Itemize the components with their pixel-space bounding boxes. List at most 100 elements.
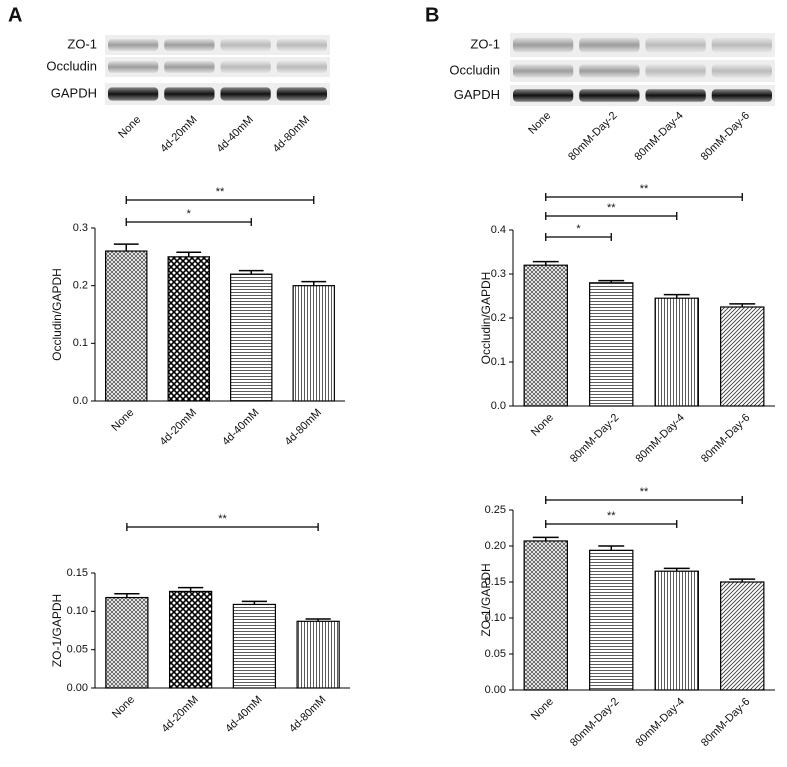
y-tick-label: 0.00 bbox=[67, 682, 88, 694]
error-bar bbox=[598, 545, 625, 551]
bar bbox=[523, 264, 568, 407]
bar bbox=[232, 603, 277, 689]
y-tick-label: 0.00 bbox=[485, 684, 506, 696]
y-tick-label: 0.25 bbox=[485, 504, 506, 516]
error-bar bbox=[114, 592, 140, 598]
x-tick-label: 80mM-Day-4 bbox=[633, 412, 686, 465]
blot-band bbox=[513, 89, 574, 102]
blot-band bbox=[513, 64, 574, 78]
x-tick-label: 4d-40mM bbox=[223, 694, 264, 735]
blot-strip bbox=[510, 85, 775, 106]
x-tick-label: 4d-80mM bbox=[287, 694, 328, 735]
x-tick-label: 80mM-Day-4 bbox=[633, 696, 686, 749]
blot-band bbox=[108, 87, 159, 101]
bar bbox=[523, 540, 568, 691]
error-bar bbox=[663, 293, 690, 299]
blot-band bbox=[108, 61, 159, 73]
y-tick-label: 0.3 bbox=[491, 268, 506, 280]
y-tick-label: 0.2 bbox=[73, 280, 88, 292]
lane-label: 4d-80mM bbox=[271, 114, 312, 155]
bar bbox=[292, 285, 335, 402]
significance-label: ** bbox=[640, 486, 649, 498]
blot-band bbox=[108, 39, 159, 51]
lane-label: 80mM-Day-6 bbox=[699, 110, 752, 163]
blot-row-label: GAPDH bbox=[51, 85, 97, 100]
significance-bracket bbox=[545, 233, 612, 241]
blot-band bbox=[579, 64, 640, 78]
blot-band bbox=[711, 37, 772, 53]
bar bbox=[167, 256, 210, 402]
blot-band bbox=[220, 61, 271, 73]
y-tick-label: 0.10 bbox=[485, 612, 506, 624]
y-tick-label: 0.20 bbox=[485, 540, 506, 552]
blot-strip bbox=[105, 57, 330, 77]
blot-band bbox=[164, 87, 215, 101]
error-bar bbox=[238, 269, 264, 275]
blot-band bbox=[645, 37, 706, 53]
x-tick-label: 4d-80mM bbox=[283, 407, 324, 448]
significance-bracket bbox=[125, 218, 252, 226]
error-bar bbox=[305, 618, 331, 622]
blot-row-label: Occludin bbox=[449, 62, 500, 77]
y-tick-label: 0.0 bbox=[73, 395, 88, 407]
blot-strip bbox=[105, 35, 330, 55]
lane-label: None bbox=[116, 114, 143, 141]
error-bar bbox=[301, 280, 327, 286]
significance-label: * bbox=[187, 208, 192, 220]
x-tick-label: None bbox=[529, 696, 556, 723]
x-tick-label: 80mM-Day-6 bbox=[699, 696, 752, 749]
y-tick-label: 0.10 bbox=[67, 605, 88, 617]
blot-band bbox=[164, 39, 215, 51]
significance-bracket bbox=[545, 193, 743, 201]
error-bar bbox=[532, 536, 559, 541]
y-tick-label: 0.05 bbox=[67, 644, 88, 656]
blot-band bbox=[276, 39, 327, 51]
blot-row-label: Occludin bbox=[46, 58, 97, 73]
significance-label: ** bbox=[640, 183, 649, 195]
blot-row-label: ZO-1 bbox=[470, 36, 500, 51]
y-tick-label: 0.3 bbox=[73, 222, 88, 234]
bar bbox=[720, 581, 765, 691]
significance-bracket bbox=[126, 523, 319, 531]
bar bbox=[230, 273, 273, 402]
blot-band bbox=[645, 89, 706, 102]
significance-label: ** bbox=[607, 510, 616, 522]
lane-label: None bbox=[526, 110, 553, 137]
blot-strip bbox=[105, 83, 330, 105]
y-axis-label: ZO-1/GAPDH bbox=[479, 563, 493, 636]
bar bbox=[105, 250, 148, 402]
x-tick-label: 4d-20mM bbox=[158, 407, 199, 448]
y-tick-label: 0.05 bbox=[485, 648, 506, 660]
x-tick-label: 80mM-Day-2 bbox=[568, 696, 621, 749]
bar bbox=[654, 297, 699, 407]
blot-band bbox=[164, 61, 215, 73]
y-tick-label: 0.2 bbox=[491, 312, 506, 324]
bar bbox=[654, 570, 699, 691]
x-tick-label: 80mM-Day-2 bbox=[568, 412, 621, 465]
panel-label: A bbox=[8, 4, 22, 26]
significance-bracket bbox=[125, 196, 315, 204]
bar bbox=[168, 590, 213, 689]
blot-band bbox=[711, 64, 772, 78]
lane-label: 4d-20mM bbox=[158, 114, 199, 155]
significance-bracket bbox=[545, 212, 678, 220]
significance-bracket bbox=[545, 520, 678, 528]
blot-band bbox=[579, 37, 640, 53]
lane-label: 4d-40mM bbox=[214, 114, 255, 155]
error-bar bbox=[729, 578, 756, 582]
bar bbox=[589, 549, 634, 691]
y-tick-label: 0.15 bbox=[67, 567, 88, 579]
error-bar bbox=[241, 600, 267, 605]
error-bar bbox=[176, 251, 202, 257]
lane-label: 80mM-Day-4 bbox=[632, 110, 685, 163]
significance-label: ** bbox=[216, 186, 225, 198]
y-tick-label: 0.15 bbox=[485, 576, 506, 588]
blot-band bbox=[276, 87, 327, 101]
y-tick-label: 0.1 bbox=[491, 356, 506, 368]
bar bbox=[296, 620, 340, 689]
significance-bracket bbox=[545, 496, 743, 504]
error-bar bbox=[178, 586, 204, 592]
blot-band bbox=[645, 64, 706, 78]
bar bbox=[105, 596, 149, 689]
